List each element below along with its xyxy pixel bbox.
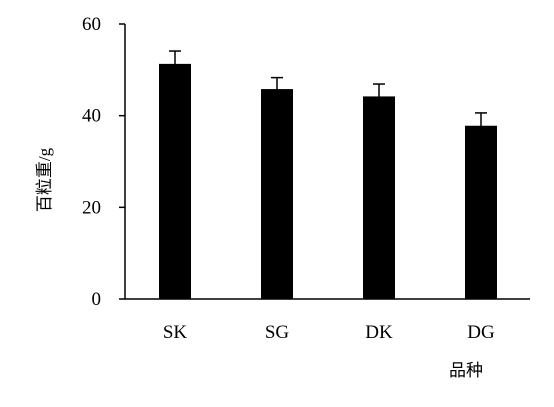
- y-tick-label-60: 60: [82, 14, 101, 35]
- bar-sg: [261, 89, 293, 299]
- x-tick-label-dk: DK: [365, 322, 393, 343]
- axes-layer: [119, 23, 530, 300]
- x-tick-label-sk: SK: [163, 322, 188, 343]
- error-bar-sg: [271, 76, 283, 102]
- y-tick-label-20: 20: [82, 197, 101, 218]
- error-bar-dg: [475, 112, 487, 140]
- bars-layer: [159, 63, 497, 300]
- bar-sk: [159, 63, 191, 299]
- x-axis-title: 品种: [449, 361, 483, 380]
- y-tick-label-40: 40: [82, 106, 101, 127]
- labels-layer: SK SG DK DG 0 20 40 60: [82, 14, 495, 343]
- error-bars-layer: [169, 50, 487, 140]
- y-axis-title: 百粒重/g: [35, 147, 54, 212]
- error-bar-dk: [373, 83, 385, 110]
- x-tick-label-sg: SG: [265, 322, 290, 343]
- bar-dg: [465, 125, 497, 299]
- bar-dk: [363, 96, 395, 300]
- error-bar-sk: [169, 50, 181, 78]
- y-tick-label-0: 0: [92, 289, 102, 310]
- x-tick-label-dg: DG: [467, 322, 495, 343]
